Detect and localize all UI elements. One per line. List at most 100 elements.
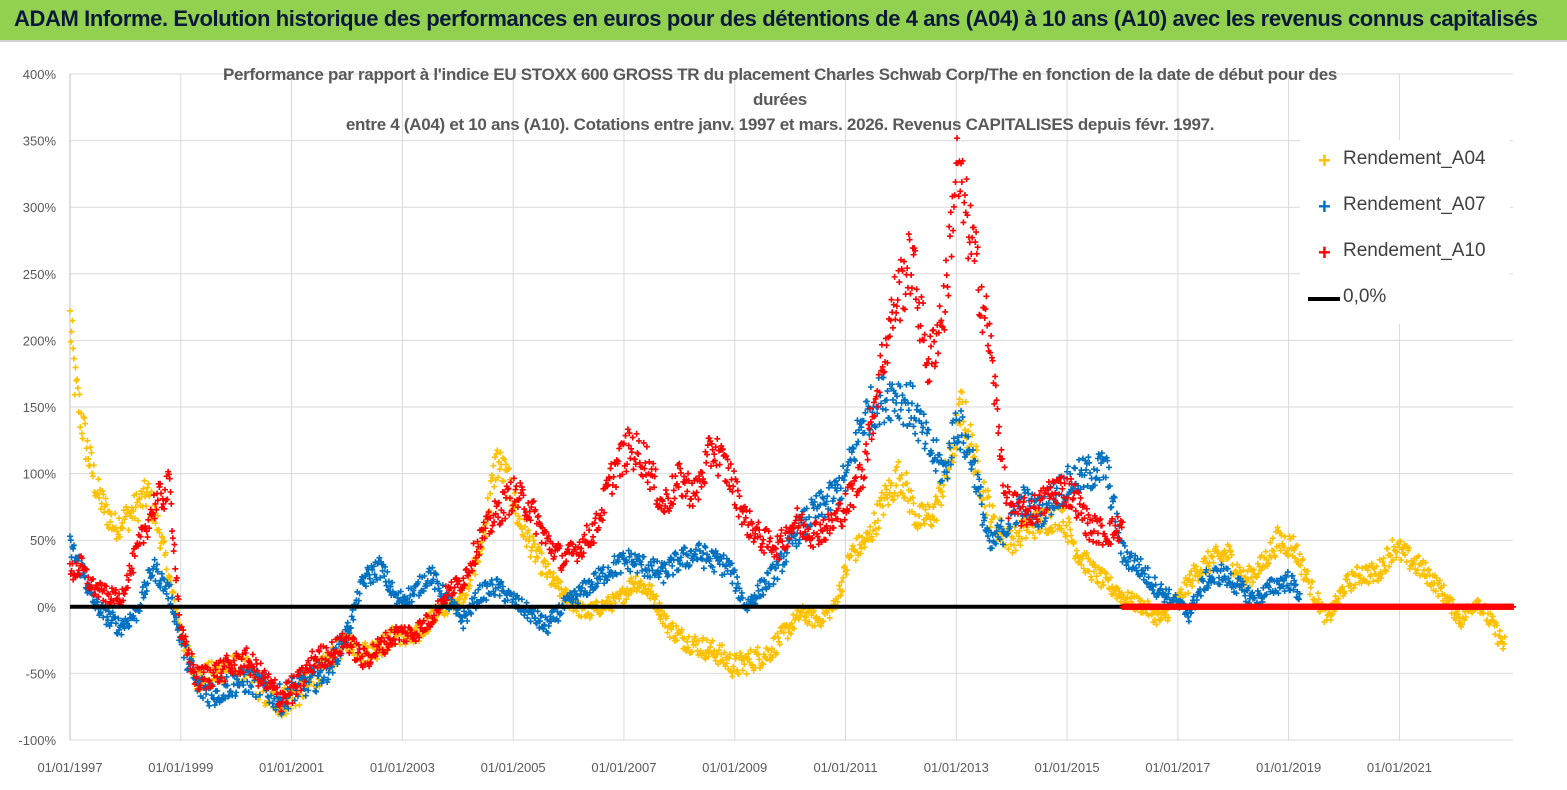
data-point-a10 bbox=[633, 430, 640, 437]
data-point-a04 bbox=[68, 328, 75, 335]
data-point-a04 bbox=[503, 461, 510, 468]
data-point-a04 bbox=[96, 494, 103, 501]
x-tick-label: 01/01/2019 bbox=[1256, 760, 1321, 775]
data-point-a04 bbox=[1415, 552, 1422, 559]
data-point-a07 bbox=[1137, 555, 1144, 562]
data-point-a04 bbox=[768, 645, 775, 652]
data-point-a10 bbox=[971, 257, 978, 264]
data-point-a10 bbox=[877, 352, 884, 359]
data-point-a04 bbox=[490, 462, 497, 469]
data-point-a04 bbox=[883, 486, 890, 493]
data-point-a04 bbox=[1186, 571, 1193, 578]
data-point-a04 bbox=[1277, 547, 1284, 554]
data-point-a04 bbox=[1204, 548, 1211, 555]
data-point-a04 bbox=[916, 513, 923, 520]
x-tick-label: 01/01/2011 bbox=[813, 760, 877, 775]
data-point-a04 bbox=[552, 583, 559, 590]
x-tick-label: 01/01/2009 bbox=[702, 760, 767, 775]
data-point-a04 bbox=[1094, 580, 1101, 587]
data-point-a04 bbox=[518, 526, 525, 533]
data-point-a04 bbox=[882, 491, 889, 498]
data-point-a04 bbox=[776, 641, 783, 648]
data-point-a04 bbox=[616, 595, 623, 602]
data-point-a10 bbox=[947, 209, 954, 216]
data-point-a04 bbox=[1462, 614, 1469, 621]
data-point-a04 bbox=[663, 613, 670, 620]
data-point-a04 bbox=[77, 424, 84, 431]
data-point-a10 bbox=[830, 524, 837, 531]
data-point-a04 bbox=[908, 487, 915, 494]
data-point-a04 bbox=[1254, 574, 1260, 581]
data-point-a04 bbox=[1011, 542, 1018, 549]
y-tick-label: 350% bbox=[23, 134, 57, 149]
data-point-a07 bbox=[344, 619, 351, 626]
data-point-a04 bbox=[1026, 529, 1033, 536]
data-point-a04 bbox=[1178, 586, 1185, 593]
data-point-a10 bbox=[988, 332, 995, 339]
data-point-a04 bbox=[1432, 588, 1439, 595]
data-point-a10 bbox=[973, 250, 980, 257]
data-point-a04 bbox=[148, 488, 155, 495]
data-point-a04 bbox=[522, 523, 529, 530]
data-point-a07 bbox=[914, 402, 921, 409]
data-point-a10 bbox=[921, 331, 928, 338]
data-point-a10 bbox=[1059, 485, 1066, 492]
data-point-a10 bbox=[906, 236, 913, 243]
data-point-a04 bbox=[81, 414, 88, 421]
data-point-a04 bbox=[972, 467, 979, 474]
data-point-a04 bbox=[890, 496, 897, 503]
data-point-a04 bbox=[281, 684, 288, 691]
data-point-a04 bbox=[1250, 579, 1257, 586]
data-point-a04 bbox=[501, 456, 508, 463]
data-point-a04 bbox=[76, 391, 83, 398]
data-point-a04 bbox=[475, 558, 482, 565]
data-point-a04 bbox=[1314, 590, 1321, 597]
data-point-a04 bbox=[1365, 580, 1372, 587]
data-point-a04 bbox=[930, 504, 937, 511]
data-point-a04 bbox=[1272, 553, 1279, 560]
data-point-a04 bbox=[858, 545, 865, 552]
data-point-a04 bbox=[898, 472, 905, 479]
data-point-a04 bbox=[463, 592, 470, 599]
data-point-a04 bbox=[1458, 621, 1465, 628]
data-point-a04 bbox=[532, 558, 539, 565]
data-point-a04 bbox=[798, 609, 805, 616]
data-point-a10 bbox=[943, 272, 950, 279]
data-point-a04 bbox=[522, 536, 529, 543]
data-point-a07 bbox=[915, 437, 922, 444]
data-point-a04 bbox=[908, 508, 915, 515]
data-point-a04 bbox=[723, 660, 730, 667]
data-point-a04 bbox=[88, 449, 95, 456]
data-point-a04 bbox=[954, 445, 961, 452]
data-point-a04 bbox=[939, 493, 946, 500]
data-point-a10 bbox=[629, 434, 636, 441]
data-point-a04 bbox=[1181, 591, 1188, 598]
data-point-a04 bbox=[1016, 527, 1023, 534]
data-point-a10 bbox=[927, 343, 934, 350]
data-point-a04 bbox=[816, 615, 823, 622]
data-point-a04 bbox=[632, 579, 639, 586]
data-point-a07 bbox=[774, 576, 781, 583]
data-point-a04 bbox=[506, 465, 513, 472]
data-point-a07 bbox=[700, 565, 707, 572]
data-point-a07 bbox=[472, 590, 479, 597]
data-point-a07 bbox=[932, 467, 939, 474]
data-point-a04 bbox=[1335, 595, 1342, 602]
data-point-a04 bbox=[1185, 590, 1192, 597]
data-point-a10 bbox=[677, 469, 684, 476]
data-point-a04 bbox=[891, 490, 898, 497]
data-point-a04 bbox=[441, 612, 448, 619]
data-point-a04 bbox=[895, 458, 902, 465]
data-point-a04 bbox=[557, 578, 564, 585]
data-point-a04 bbox=[840, 574, 847, 581]
x-tick-label: 01/01/1999 bbox=[148, 760, 213, 775]
data-point-a04 bbox=[791, 625, 798, 632]
data-point-a04 bbox=[1189, 577, 1196, 584]
data-point-a07 bbox=[1151, 574, 1158, 581]
data-point-a04 bbox=[496, 466, 503, 473]
data-point-a10 bbox=[451, 584, 458, 591]
data-point-a04 bbox=[531, 541, 538, 548]
data-point-a07 bbox=[958, 407, 965, 414]
data-point-a04 bbox=[491, 483, 498, 490]
data-point-a10 bbox=[169, 528, 176, 535]
